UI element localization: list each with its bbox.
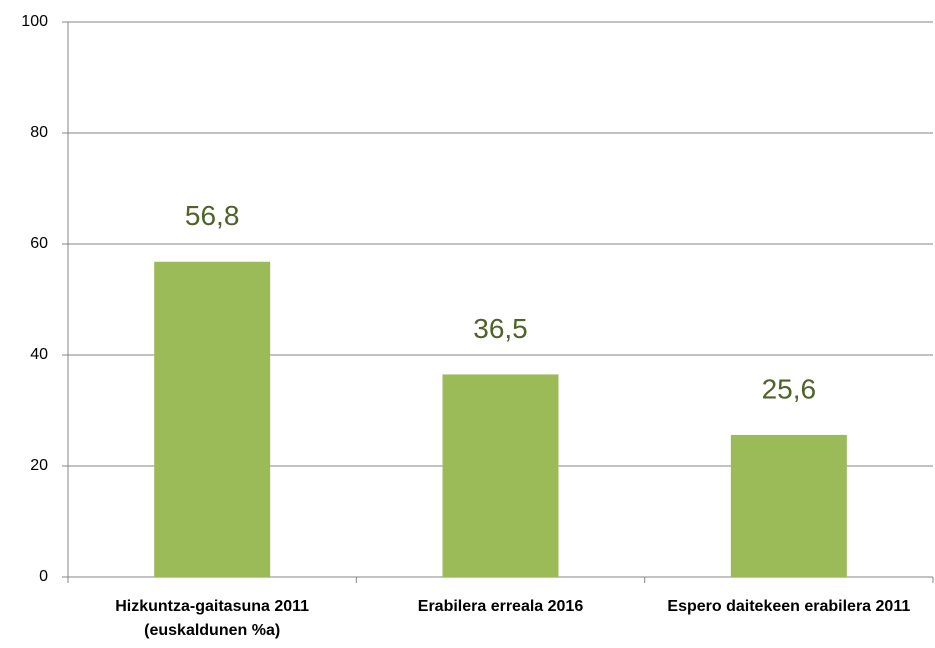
value-label: 56,8 [185,200,240,231]
x-tick-label: Erabilera erreala 2016 [417,598,584,615]
bar [730,434,847,577]
y-tick-label: 80 [30,124,48,141]
y-tick-label: 100 [21,13,48,30]
y-tick-label: 40 [30,346,48,363]
value-label: 25,6 [762,373,817,404]
bar [442,374,559,577]
bar [154,261,271,577]
x-tick-label: Espero daitekeen erabilera 2011 [667,598,911,615]
y-tick-label: 0 [39,568,48,585]
y-tick-label: 60 [30,235,48,252]
y-tick-label: 20 [30,457,48,474]
value-label: 36,5 [473,313,528,344]
x-tick-label: Hizkuntza-gaitasuna 2011 (euskaldunen %a… [115,598,310,639]
